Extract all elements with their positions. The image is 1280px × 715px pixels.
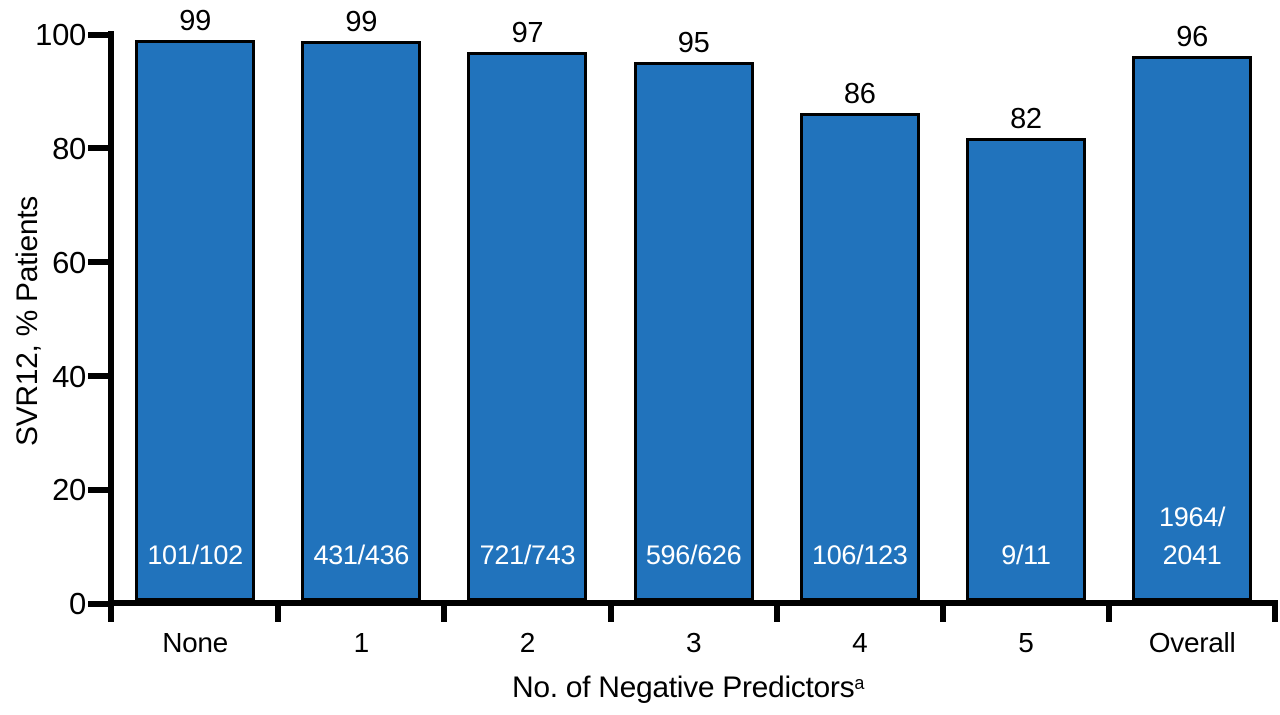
bar-fraction-label: 1964/2041: [1159, 502, 1226, 570]
bar: [965, 138, 1086, 601]
x-boundary-tick: [441, 600, 448, 622]
y-tick-mark: [88, 600, 114, 607]
x-boundary-tick: [1106, 600, 1113, 622]
bar-fraction-label: 721/743: [479, 540, 576, 570]
bar: [633, 61, 754, 601]
bar-value-label: 97: [511, 16, 544, 49]
x-boundary-tick: [275, 600, 282, 622]
bar: [799, 113, 920, 601]
bar-value-label: 99: [345, 5, 378, 38]
x-axis-title: No. of Negative Predictorsa: [512, 672, 864, 704]
x-axis-title-superscript: a: [854, 673, 865, 693]
bar-value-label: 99: [179, 5, 211, 38]
y-tick-label: 20: [52, 472, 86, 508]
y-tick-mark: [88, 145, 114, 152]
x-tick-label: 1: [353, 627, 370, 658]
bar-value-label: 82: [1010, 103, 1042, 136]
y-tick-mark: [88, 373, 114, 380]
y-tick-mark: [88, 259, 114, 266]
y-axis-title: SVR12, % Patients: [11, 195, 44, 447]
x-tick-label: 5: [1018, 627, 1034, 658]
y-tick-label: 80: [52, 130, 86, 166]
y-tick-mark: [88, 31, 114, 38]
bar-fraction-label: 596/626: [645, 540, 742, 570]
x-tick-label: 4: [852, 627, 868, 658]
x-boundary-tick: [773, 600, 780, 622]
x-axis-line: [108, 600, 1275, 606]
bar: [467, 51, 588, 601]
x-axis-title-text: No. of Negative Predictors: [511, 671, 855, 704]
bar-value-label: 95: [677, 26, 710, 59]
y-tick-label: 100: [35, 17, 86, 52]
x-boundary-tick: [1272, 600, 1279, 622]
x-tick-label: Overall: [1148, 627, 1236, 658]
bar-value-label: 96: [1176, 21, 1208, 54]
y-axis-line: [108, 31, 114, 622]
bar-fraction-label: 9/11: [1001, 540, 1051, 570]
x-boundary-tick: [939, 600, 946, 622]
y-tick-label: 60: [52, 244, 86, 280]
bar: [301, 40, 422, 601]
bar: [135, 40, 256, 601]
y-tick-label: 0: [69, 586, 86, 622]
bar-fraction-label: 106/123: [812, 540, 908, 570]
x-tick-label: None: [162, 627, 228, 658]
x-tick-label: 2: [519, 627, 536, 658]
bar-value-label: 86: [843, 78, 876, 111]
y-tick-mark: [88, 486, 114, 493]
y-tick-label: 40: [52, 358, 86, 394]
x-tick-label: 3: [685, 627, 702, 658]
bar-fraction-label: 431/436: [313, 540, 410, 570]
bar: [1132, 56, 1253, 601]
x-boundary-tick: [607, 600, 614, 622]
bar-fraction-label: 101/102: [147, 540, 243, 570]
